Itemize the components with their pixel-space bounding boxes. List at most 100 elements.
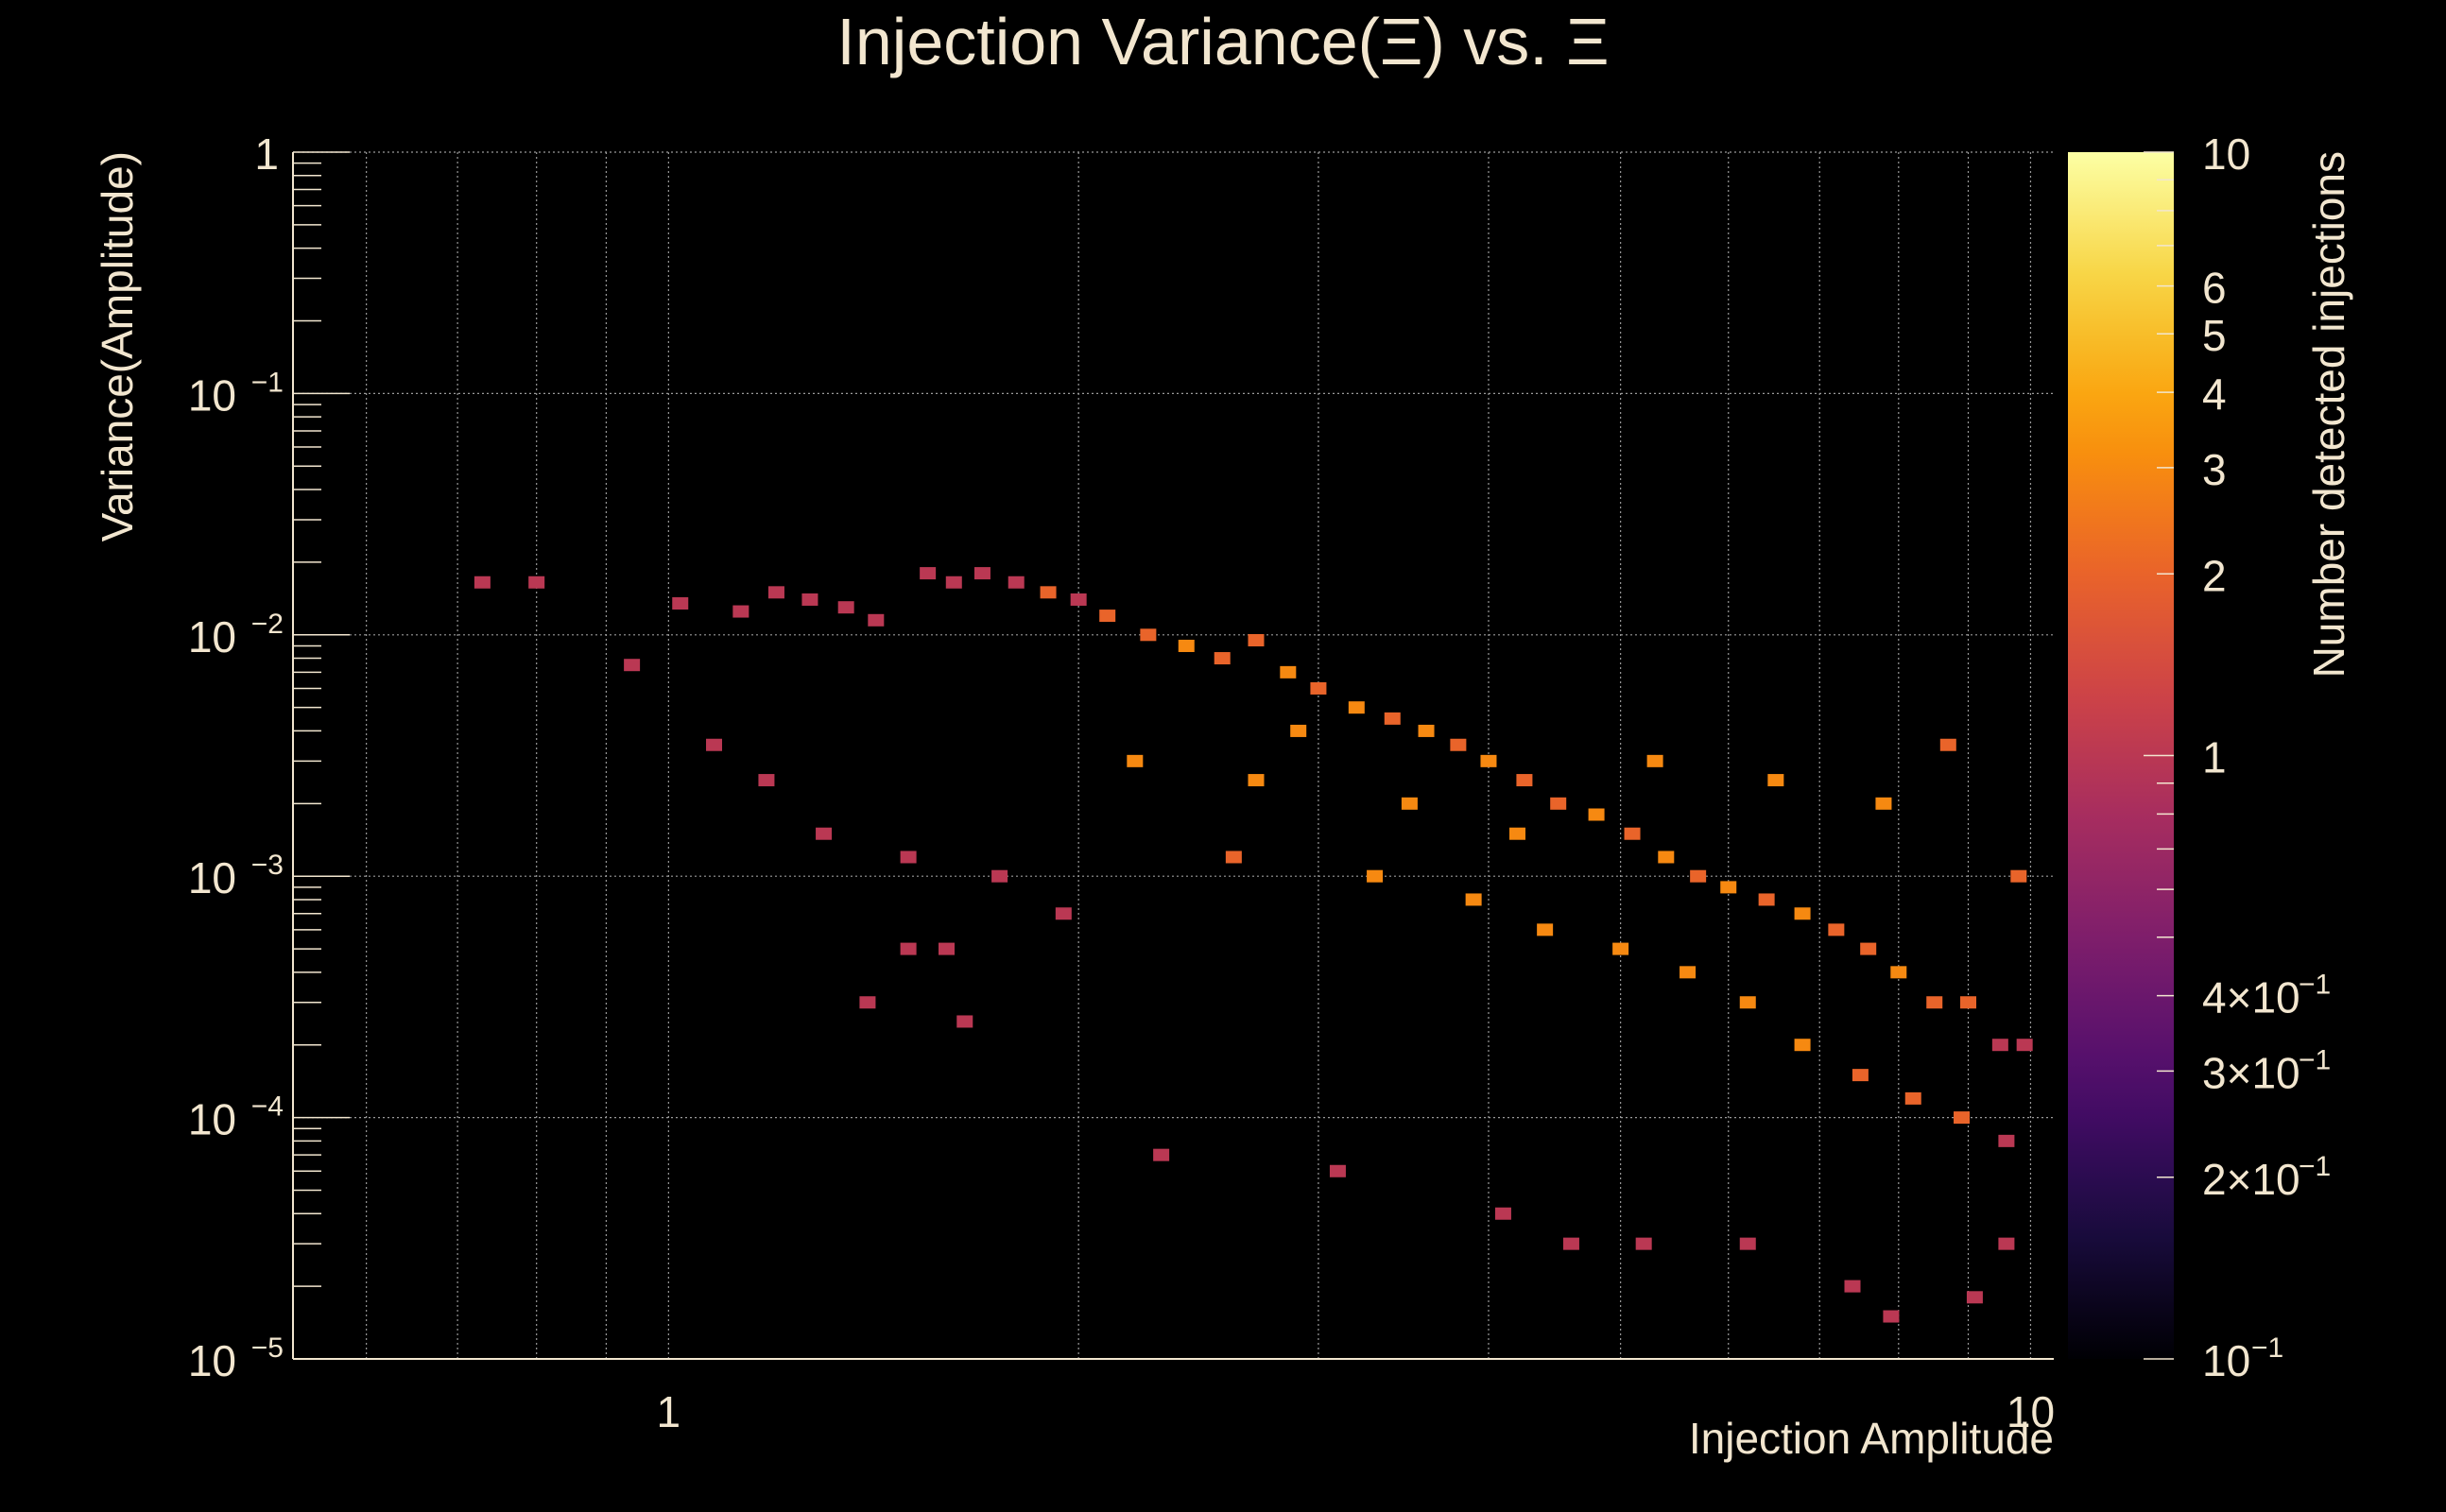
heatmap-cell xyxy=(1998,1237,2015,1250)
heatmap-cell xyxy=(1904,1091,1921,1105)
heatmap-cell xyxy=(1767,774,1784,787)
colorbar-tick-label: 3 xyxy=(2202,445,2227,494)
colorbar-tick-label: 6 xyxy=(2202,264,2227,313)
heatmap-cell xyxy=(1954,1111,1971,1125)
heatmap-cell xyxy=(1926,996,1943,1009)
heatmap-cell xyxy=(624,659,641,672)
heatmap-cell xyxy=(474,576,491,589)
heatmap-cell xyxy=(1280,665,1297,679)
heatmap-cell xyxy=(1562,1237,1579,1250)
heatmap-cell xyxy=(767,586,784,599)
heatmap-cell xyxy=(939,942,956,955)
heatmap-cell xyxy=(1758,893,1775,906)
y-tick-label: 10 xyxy=(188,853,236,902)
heatmap-cell xyxy=(2010,869,2027,883)
chart-title: Injection Variance(Ξ) vs. Ξ xyxy=(836,5,1609,78)
heatmap-cell xyxy=(758,774,775,787)
heatmap-cell xyxy=(1225,850,1242,864)
colorbar-tick-label: 10 xyxy=(2202,129,2250,179)
heatmap-cell xyxy=(801,593,818,606)
heatmap-cell xyxy=(1991,1039,2008,1052)
heatmap-cell xyxy=(945,576,962,589)
heatmap-cell xyxy=(900,942,917,955)
heatmap-cell xyxy=(1635,1237,1652,1250)
heatmap-cell xyxy=(1739,1237,1756,1250)
heatmap-cell xyxy=(1998,1134,2015,1147)
colorbar-tick-label: 5 xyxy=(2202,311,2227,360)
heatmap-cell xyxy=(920,567,937,580)
heatmap-cell xyxy=(1418,724,1435,737)
heatmap-cell xyxy=(991,869,1008,883)
y-tick-label-exponent: −1 xyxy=(251,367,284,398)
colorbar-tick-label: 4×10 xyxy=(2202,973,2300,1022)
y-tick-label-exponent: −4 xyxy=(251,1091,284,1123)
heatmap-cell xyxy=(1384,712,1401,725)
heatmap-cell xyxy=(1939,738,1956,751)
heatmap-cell xyxy=(1624,827,1641,840)
x-axis-label: Injection Amplitude xyxy=(1689,1414,2054,1463)
heatmap-cell xyxy=(1550,797,1567,810)
heatmap-cell xyxy=(1450,738,1467,751)
colorbar-label: Number detected injections xyxy=(2304,151,2353,678)
heatmap-cell xyxy=(973,567,990,580)
heatmap-cell xyxy=(1509,827,1526,840)
colorbar-tick-label: 2×10 xyxy=(2202,1155,2300,1204)
y-tick-label: 10 xyxy=(188,612,236,662)
heatmap-cell xyxy=(1844,1280,1861,1293)
heatmap-cell xyxy=(1690,869,1707,883)
heatmap-cell xyxy=(1214,652,1231,665)
heatmap-cell xyxy=(859,996,876,1009)
heatmap-cell xyxy=(1127,754,1144,767)
heatmap-cell xyxy=(1883,1310,1900,1323)
y-tick-label-exponent: −2 xyxy=(251,609,284,640)
colorbar-tick-label: 10 xyxy=(2202,1336,2250,1385)
heatmap-cell xyxy=(1890,966,1907,979)
y-tick-label-exponent: −5 xyxy=(251,1332,284,1364)
heatmap-cell xyxy=(956,1015,973,1028)
heatmap-cell xyxy=(2016,1039,2033,1052)
heatmap-cell xyxy=(1248,633,1265,646)
colorbar-tick-label: 2 xyxy=(2202,551,2227,600)
heatmap-cell xyxy=(1178,639,1195,652)
heatmap-cell xyxy=(706,738,723,751)
colorbar-tick-label-exponent: −1 xyxy=(2251,1332,2283,1364)
heatmap-cell xyxy=(732,605,749,618)
heatmap-cell xyxy=(1679,966,1697,979)
y-tick-label: 10 xyxy=(188,370,236,420)
colorbar-tick-label-exponent: −1 xyxy=(2299,1151,2331,1182)
heatmap-cell xyxy=(1140,628,1157,642)
heatmap-cell xyxy=(1480,754,1497,767)
heatmap-cell xyxy=(1739,996,1756,1009)
heatmap-cell xyxy=(1465,893,1482,906)
heatmap-cell xyxy=(1040,586,1057,599)
heatmap-cell xyxy=(1055,907,1072,920)
heatmap-cell xyxy=(1008,576,1025,589)
heatmap-cell xyxy=(1828,923,1845,936)
heatmap-cell xyxy=(1966,1291,1983,1304)
heatmap-cell xyxy=(1329,1164,1346,1177)
heatmap-cell xyxy=(900,850,917,864)
heatmap-cell xyxy=(1960,996,1977,1009)
heatmap-cell xyxy=(672,597,689,610)
heatmap-cell xyxy=(816,827,833,840)
plot-frame xyxy=(292,152,2054,1360)
y-tick-label: 10 xyxy=(188,1336,236,1385)
colorbar-tick-label: 1 xyxy=(2202,733,2227,782)
heatmap-cell xyxy=(1290,724,1307,737)
heatmap-cell xyxy=(1099,610,1116,623)
x-tick-label: 1 xyxy=(657,1387,681,1436)
heatmap-cell xyxy=(1248,774,1265,787)
heatmap-cell xyxy=(1860,942,1877,955)
heatmap-cell xyxy=(1537,923,1554,936)
heatmap-cell xyxy=(1348,701,1365,714)
y-tick-label-exponent: −3 xyxy=(251,850,284,881)
heatmap-cell xyxy=(1588,808,1605,821)
heatmap-cell xyxy=(1646,754,1663,767)
heatmap-cell xyxy=(1875,797,1892,810)
y-tick-label: 10 xyxy=(188,1095,236,1144)
heatmap-cell xyxy=(1367,869,1384,883)
colorbar-tick-label: 4 xyxy=(2202,369,2227,419)
